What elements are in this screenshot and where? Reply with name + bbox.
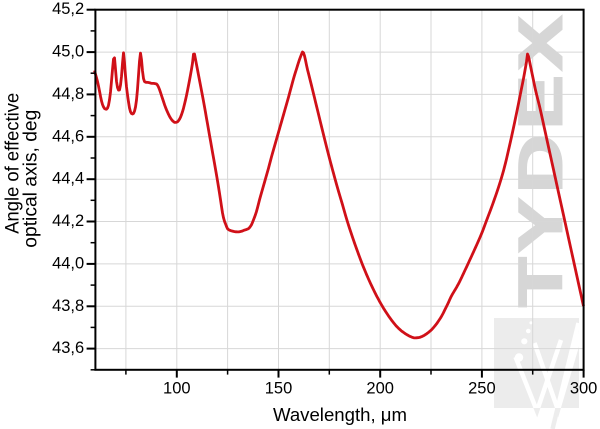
- svg-text:300: 300: [570, 380, 598, 398]
- svg-text:44,6: 44,6: [52, 127, 84, 145]
- svg-text:44,8: 44,8: [52, 85, 84, 103]
- svg-text:200: 200: [366, 380, 394, 398]
- svg-text:44,0: 44,0: [52, 254, 84, 272]
- svg-text:45,2: 45,2: [52, 0, 84, 18]
- svg-text:44,4: 44,4: [52, 170, 84, 188]
- svg-text:43,6: 43,6: [52, 339, 84, 357]
- svg-text:TYDEX: TYDEX: [507, 11, 575, 307]
- svg-text:Wavelength, μm: Wavelength, μm: [273, 404, 407, 425]
- svg-text:43,8: 43,8: [52, 297, 84, 315]
- svg-text:250: 250: [468, 380, 496, 398]
- svg-text:100: 100: [163, 380, 191, 398]
- svg-text:44,2: 44,2: [52, 212, 84, 230]
- svg-text:45,0: 45,0: [52, 43, 84, 61]
- svg-text:150: 150: [265, 380, 293, 398]
- svg-text:Angle of effective: Angle of effective: [3, 93, 24, 234]
- svg-text:optical axis, deg: optical axis, deg: [20, 110, 41, 248]
